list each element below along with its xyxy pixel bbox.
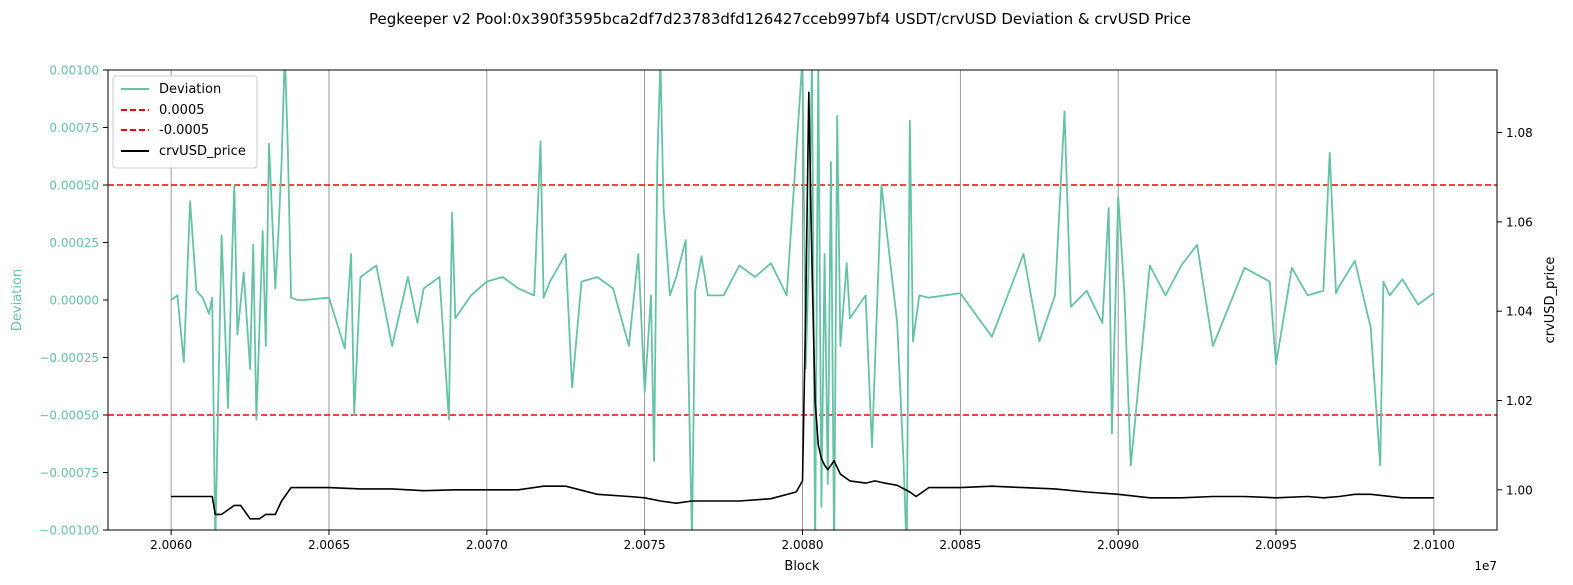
- legend-label-lower-threshold: -0.0005: [159, 123, 209, 138]
- chart-title: Pegkeeper v2 Pool:0x390f3595bca2df7d2378…: [369, 10, 1191, 28]
- x-axis-label: Block: [784, 559, 820, 574]
- legend-label-deviation: Deviation: [159, 82, 221, 97]
- x-tick-label: 2.0085: [939, 538, 981, 552]
- x-tick-label: 2.0100: [1413, 538, 1455, 552]
- legend-box: [112, 75, 258, 169]
- x-tick-label: 2.0060: [150, 538, 192, 552]
- y-right-tick-label: 1.00: [1506, 483, 1533, 497]
- y-left-tick-label: −0.00025: [39, 351, 99, 365]
- grid-layer: [170, 70, 1435, 530]
- y-left-tick-label: 0.00000: [49, 294, 99, 308]
- series-layer: [170, 70, 1435, 530]
- x-tick-label: 2.0090: [1097, 538, 1139, 552]
- y-right-tick-label: 1.02: [1506, 394, 1533, 408]
- y-right-axis-label: crvUSD_price: [1543, 257, 1558, 344]
- y-left-tick-label: 0.00100: [49, 64, 99, 78]
- x-tick-label: 2.0070: [466, 538, 508, 552]
- x-ticks: 2.0060 2.0065 2.0070 2.0075 2.0080 2.0085 2.00…: [150, 530, 1455, 552]
- y-left-ticks: −0.00100 −0.00075 −0.00050 −0.00025 0.00000 0…: [39, 64, 108, 538]
- y-left-tick-label: 0.00050: [49, 179, 99, 193]
- y-left-tick-label: 0.00075: [49, 121, 99, 135]
- x-tick-label: 2.0080: [782, 538, 824, 552]
- y-right-tick-label: 1.08: [1506, 126, 1533, 140]
- x-tick-label: 2.0065: [308, 538, 350, 552]
- y-right-tick-label: 1.06: [1506, 215, 1533, 229]
- y-left-axis-label: Deviation: [10, 269, 25, 331]
- y-left-tick-label: 0.00025: [49, 236, 99, 250]
- y-right-tick-label: 1.04: [1506, 305, 1533, 319]
- y-left-tick-label: −0.00075: [39, 466, 99, 480]
- deviation-series-line: [170, 70, 1435, 530]
- x-tick-label: 2.0095: [1255, 538, 1297, 552]
- y-right-ticks: 1.00 1.02 1.04 1.06 1.08: [1497, 126, 1533, 497]
- legend-label-crvusd-price: crvUSD_price: [159, 144, 246, 159]
- threshold-layer: [108, 184, 1497, 416]
- crvusd-price-series-line: [171, 91, 1434, 520]
- x-axis-offset-label: 1e7: [1474, 559, 1497, 573]
- y-left-tick-label: −0.00050: [39, 409, 99, 423]
- legend: Deviation 0.0005 -0.0005 crvUSD_price: [112, 75, 258, 169]
- y-left-tick-label: −0.00100: [39, 524, 99, 538]
- x-tick-label: 2.0075: [624, 538, 666, 552]
- legend-label-upper-threshold: 0.0005: [159, 103, 205, 118]
